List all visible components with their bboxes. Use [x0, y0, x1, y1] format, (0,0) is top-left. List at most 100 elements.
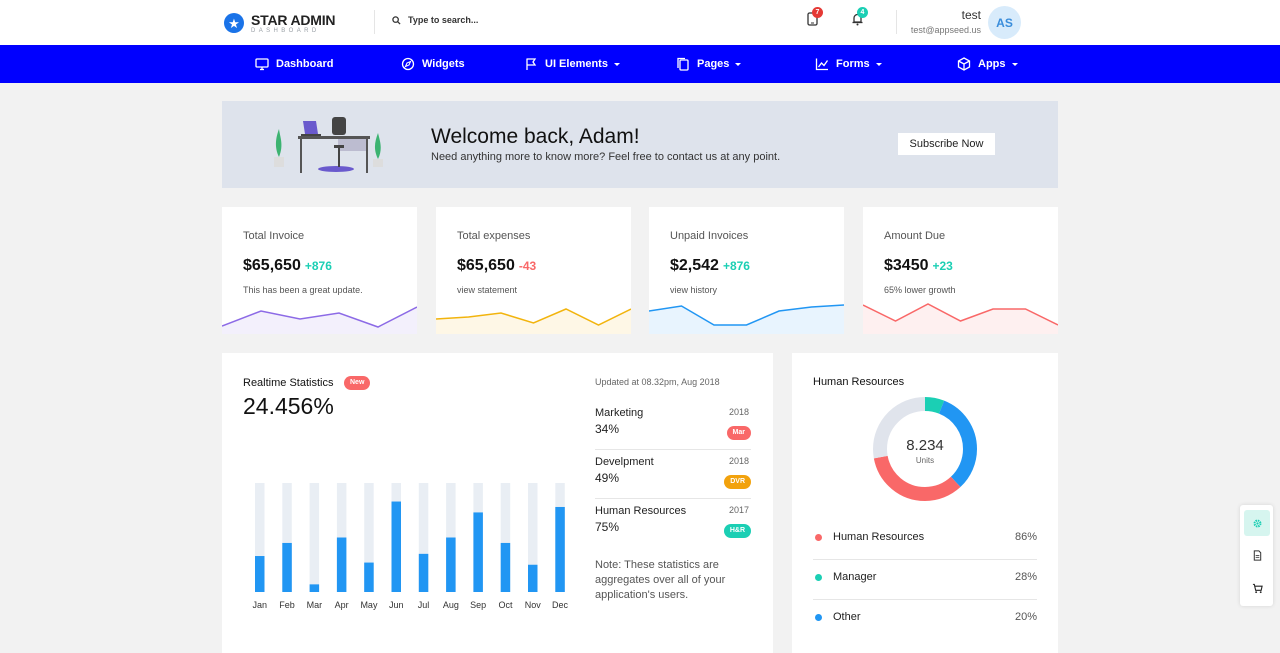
- gear-icon: [1253, 519, 1261, 527]
- document-tool-button[interactable]: [1244, 542, 1270, 568]
- bar-oct: [500, 542, 511, 592]
- settings-tool-button[interactable]: [1244, 510, 1270, 536]
- avatar[interactable]: AS: [988, 6, 1021, 39]
- x-tick-label: Aug: [443, 600, 459, 610]
- donut-segment: [873, 397, 977, 501]
- legend-dot: [815, 574, 822, 581]
- bar-jan: [255, 556, 265, 592]
- stat-value: $65,650 -43: [457, 257, 536, 275]
- stat-amount: $2,542: [670, 257, 719, 274]
- alerts-badge: 4: [857, 7, 868, 18]
- sparkline-line: [649, 304, 844, 326]
- stat-change: +876: [304, 259, 332, 273]
- stat-amount: $65,650: [243, 257, 301, 274]
- donut-segment: [873, 397, 977, 501]
- floating-toolbar: [1240, 505, 1273, 606]
- row-tag: Mar: [726, 426, 751, 440]
- welcome-banner: Welcome back, Adam! Need anything more t…: [222, 101, 1058, 188]
- x-tick-label: Oct: [498, 600, 513, 610]
- nav-widgets[interactable]: Widgets: [401, 45, 465, 83]
- stat-row-human-resources: Human Resources 2017 75% H&R: [595, 499, 751, 548]
- row-name: Human Resources: [595, 505, 687, 517]
- bar-track: [364, 483, 374, 592]
- sparkline-area: [649, 305, 844, 334]
- x-tick-label: Apr: [335, 600, 349, 610]
- legend-label: Other: [833, 611, 861, 623]
- sparkline: [649, 304, 844, 334]
- stat-amount: $3450: [884, 257, 929, 274]
- bar-dec: [555, 506, 565, 592]
- legend-value: 28%: [1014, 571, 1037, 583]
- sparkline-line: [222, 306, 417, 328]
- main-nav: Dashboard Widgets UI Elements Pages Form…: [0, 45, 1280, 83]
- x-tick-label: Mar: [307, 600, 323, 610]
- nav-apps[interactable]: Apps: [957, 45, 1018, 83]
- donut-center-value: 8.234: [906, 437, 944, 454]
- brand[interactable]: ★ STAR ADMIN DASHBOARD: [224, 10, 336, 36]
- statistics-note: Note: These statistics are aggregates ov…: [595, 559, 726, 601]
- copy-icon: [677, 57, 689, 71]
- legend-label: Human Resources: [833, 531, 925, 543]
- stat-card-amount-due: Amount Due $3450 +23 65% lower growth: [863, 207, 1058, 334]
- subscribe-button[interactable]: Subscribe Now: [898, 133, 995, 155]
- nav-label: Apps: [978, 58, 1006, 70]
- nav-dashboard[interactable]: Dashboard: [255, 45, 333, 83]
- cart-tool-button[interactable]: [1244, 575, 1270, 601]
- stat-label: Unpaid Invoices: [670, 230, 749, 242]
- nav-ui-elements[interactable]: UI Elements: [524, 45, 620, 83]
- updated-timestamp: Updated at 08.32pm, Aug 2018: [595, 377, 720, 387]
- office-desk-illustration: [274, 117, 383, 173]
- document-icon: [1253, 549, 1261, 561]
- alerts-button[interactable]: 4: [851, 7, 868, 30]
- card-title: Realtime Statistics: [243, 377, 334, 389]
- bar-track: [309, 483, 320, 592]
- nav-forms[interactable]: Forms: [815, 45, 882, 83]
- sparkline-line: [436, 308, 631, 326]
- x-tick-label: Sep: [470, 600, 486, 610]
- stat-card-total-invoice: Total Invoice $65,650 +876 This has been …: [222, 207, 417, 334]
- stat-value: $3450 +23: [884, 257, 953, 275]
- row-year: 2018: [728, 407, 749, 417]
- search-input[interactable]: [408, 15, 528, 25]
- stat-note[interactable]: view statement: [457, 285, 518, 295]
- realtime-statistics-card: Realtime Statistics New 24.456% Jan Feb Ma…: [222, 353, 773, 653]
- bar-may: [364, 562, 374, 592]
- brand-name: STAR ADMIN: [251, 11, 336, 28]
- divider: [896, 10, 897, 34]
- legend-item-manager: Manager 28%: [813, 560, 1037, 600]
- stat-note[interactable]: view history: [670, 285, 718, 295]
- legend-dot: [815, 614, 822, 621]
- legend-label: Manager: [833, 571, 877, 583]
- row-tag: H&R: [723, 524, 751, 538]
- search-box[interactable]: [392, 15, 528, 25]
- x-tick-label: Dec: [552, 600, 569, 610]
- x-tick-label: Feb: [279, 600, 295, 610]
- chevron-down-icon: [875, 62, 882, 66]
- user-name: test: [961, 8, 981, 22]
- stat-note: This has been a great update.: [243, 285, 363, 295]
- chevron-down-icon: [1011, 62, 1018, 66]
- nav-pages[interactable]: Pages: [676, 45, 742, 83]
- row-year: 2017: [728, 505, 749, 515]
- stat-change: +23: [932, 259, 953, 273]
- legend-item-other: Other 20%: [813, 600, 1037, 640]
- bar-nov: [528, 564, 538, 592]
- messages-badge: 7: [812, 7, 823, 18]
- card-title: Human Resources: [813, 376, 905, 388]
- monthly-bar-chart: Jan Feb Mar Apr May Jun Jul Aug Sep Oct Nov Dec: [252, 483, 569, 610]
- nav-label: Widgets: [422, 58, 465, 70]
- messages-button[interactable]: 7: [806, 7, 823, 30]
- stat-note: 65% lower growth: [884, 285, 956, 295]
- sparkline-area: [222, 307, 417, 334]
- bar-apr: [336, 537, 347, 592]
- bar-track: [418, 483, 429, 592]
- human-resources-card: Human Resources 8.234 Units Human Resour…: [792, 353, 1058, 653]
- stat-change: -43: [518, 259, 537, 273]
- sparkline: [863, 303, 1058, 334]
- chart-line-icon: [815, 58, 829, 71]
- user-email: test@appseed.us: [910, 25, 981, 35]
- sparkline-line: [863, 303, 1058, 326]
- stat-card-unpaid-invoices: Unpaid Invoices $2,542 +876 view history: [649, 207, 844, 334]
- nav-label: UI Elements: [545, 58, 608, 70]
- welcome-subtitle: Need anything more to know more? Feel fr…: [431, 151, 781, 163]
